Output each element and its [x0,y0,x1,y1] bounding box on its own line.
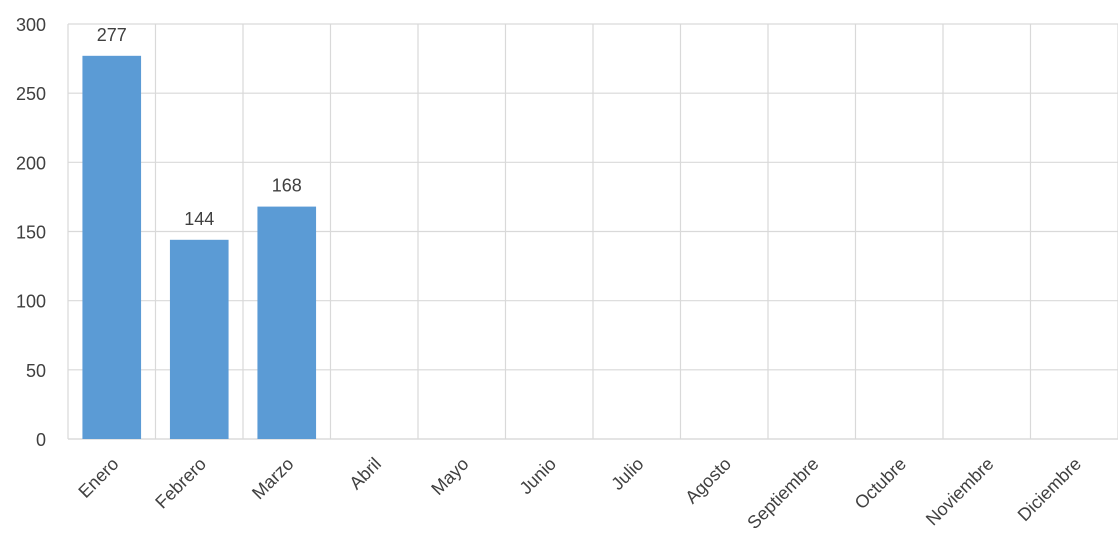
data-label-marzo: 168 [272,176,302,196]
x-tick-label-septiembre: Septiembre [743,454,822,533]
x-tick-label-diciembre: Diciembre [1014,454,1085,525]
bar-febrero [169,239,229,439]
data-label-febrero: 144 [184,209,214,229]
y-axis: 0 50 100 150 200 250 300 [16,15,46,450]
y-tick-label-300: 300 [16,15,46,35]
grid-layer [67,23,1118,440]
x-tick-label-febrero: Febrero [151,454,210,513]
bar-marzo [257,206,317,439]
bars-layer [82,55,317,440]
x-tick-label-marzo: Marzo [248,454,298,504]
x-axis: Enero Febrero Marzo Abril Mayo Junio Julio Agos… [74,454,1085,533]
x-tick-label-noviembre: Noviembre [922,454,998,530]
x-tick-label-mayo: Mayo [427,454,472,499]
y-tick-label-200: 200 [16,153,46,173]
data-labels-layer: 277 144 168 [97,25,302,229]
y-tick-label-0: 0 [36,430,46,450]
x-tick-label-agosto: Agosto [681,454,735,508]
data-label-enero: 277 [97,25,127,45]
x-tick-label-enero: Enero [74,454,122,502]
bar-enero [82,55,142,440]
x-tick-label-julio: Julio [607,454,647,494]
y-tick-label-50: 50 [26,361,46,381]
x-tick-label-abril: Abril [345,454,385,494]
x-tick-label-octubre: Octubre [851,454,910,513]
y-tick-label-150: 150 [16,223,46,243]
y-tick-label-250: 250 [16,84,46,104]
y-tick-label-100: 100 [16,292,46,312]
x-tick-label-junio: Junio [516,454,561,499]
